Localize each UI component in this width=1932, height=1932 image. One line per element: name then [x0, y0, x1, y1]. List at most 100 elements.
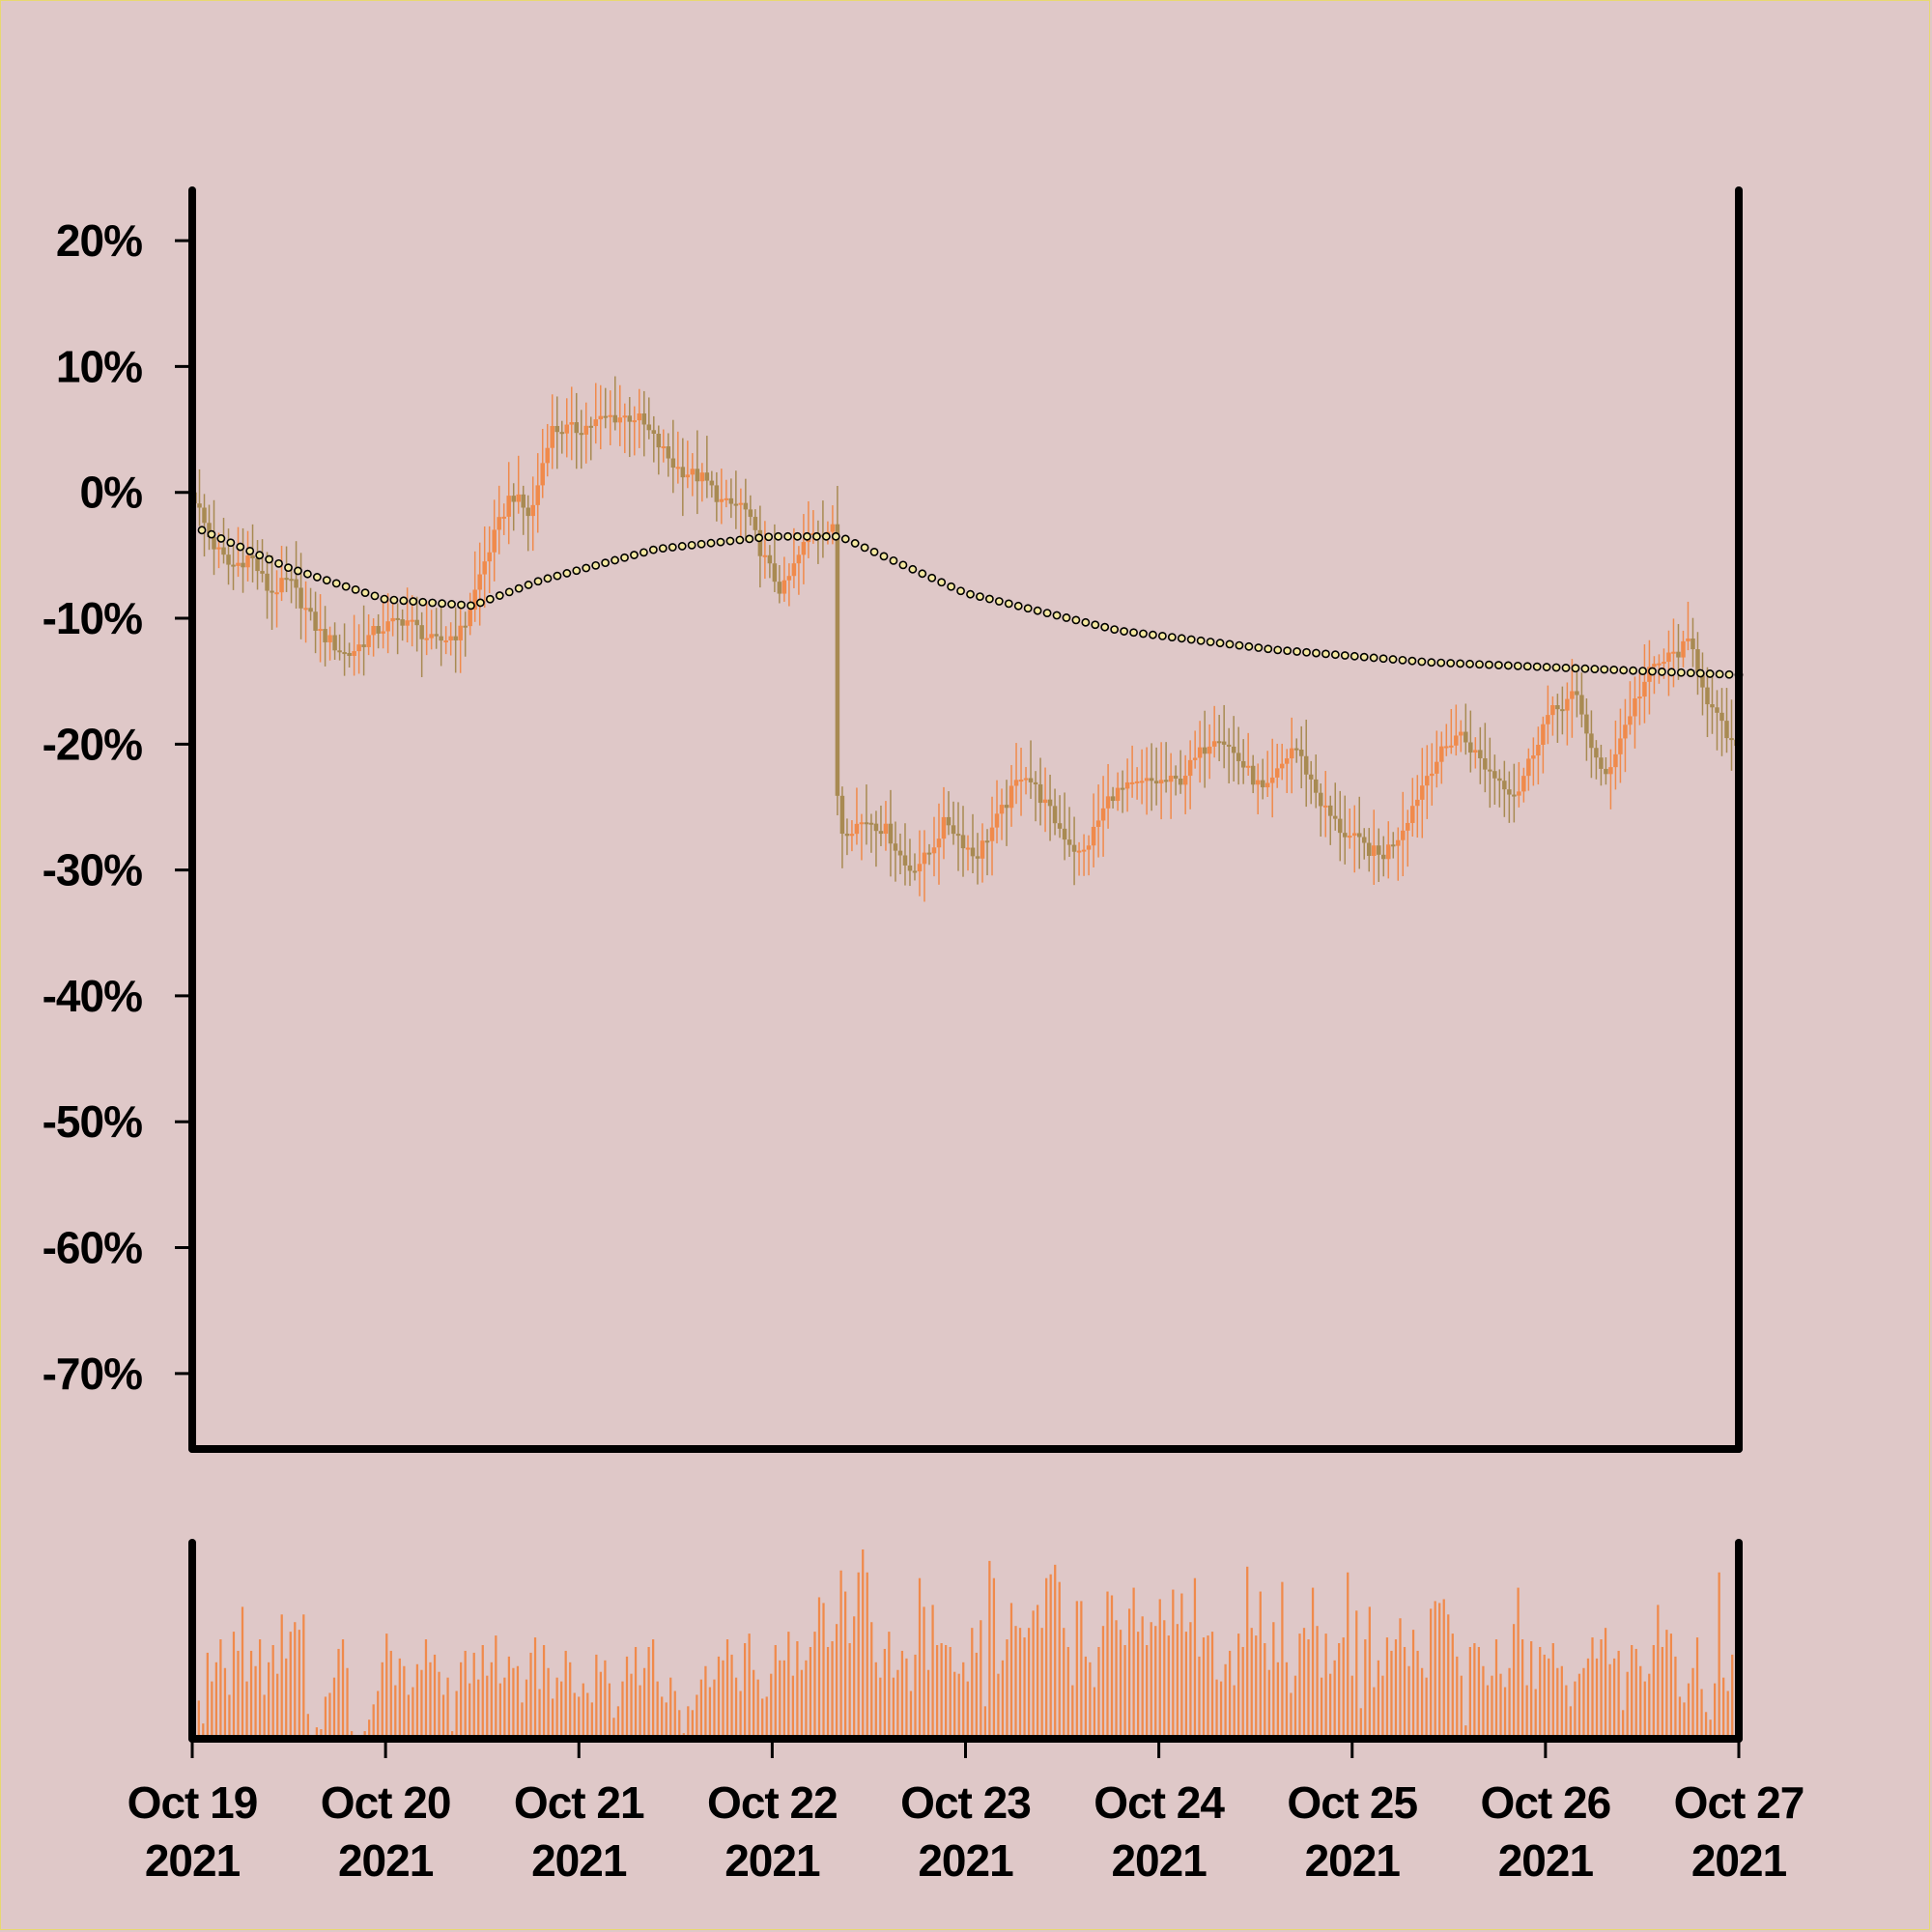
y-tick-label: 10% [56, 341, 142, 391]
candle-body [844, 834, 850, 837]
volume-bar [424, 1639, 428, 1739]
candle-body [506, 496, 511, 517]
volume-bar [743, 1643, 747, 1739]
moving-average-point [745, 534, 754, 544]
volume-bar [1176, 1624, 1179, 1739]
volume-bar [1600, 1639, 1603, 1739]
volume-bar [756, 1679, 759, 1739]
volume-bar [945, 1644, 948, 1739]
candle-body [1589, 733, 1594, 749]
volume-bar [1582, 1667, 1585, 1739]
volume-bar [1569, 1706, 1573, 1739]
volume-bar [1521, 1639, 1524, 1739]
volume-bar [1198, 1656, 1201, 1739]
moving-average-point [1225, 639, 1235, 649]
candle-body [337, 650, 342, 653]
volume-bar [1634, 1648, 1637, 1739]
volume-bar [441, 1694, 445, 1739]
volume-bar [1342, 1637, 1345, 1739]
volume-bar [1687, 1683, 1690, 1739]
volume-bar [1045, 1577, 1048, 1739]
volume-bar [1359, 1708, 1362, 1739]
volume-bar [385, 1634, 388, 1739]
moving-average-point [1283, 646, 1293, 656]
candle-body [1004, 805, 1009, 809]
candle-body [1377, 845, 1381, 855]
moving-average-point [1532, 662, 1542, 671]
volume-bar [1612, 1658, 1616, 1739]
candle-body [550, 425, 554, 448]
candle-body [893, 843, 898, 851]
volume-bar [403, 1665, 406, 1739]
volume-bar [962, 1662, 965, 1739]
candle-body [1633, 697, 1637, 717]
volume-bar [460, 1662, 463, 1739]
candle-body [1255, 780, 1261, 785]
candle-body [352, 651, 356, 657]
volume-bar [634, 1646, 638, 1739]
candle-body [753, 517, 758, 530]
candle-body [849, 834, 855, 837]
volume-bar [1027, 1628, 1031, 1739]
candle-body [1086, 845, 1092, 850]
moving-average-point [994, 597, 1004, 606]
moving-average-point [1330, 650, 1340, 660]
volume-bar [975, 1652, 978, 1739]
x-tick-label-year: 2021 [145, 1835, 241, 1886]
volume-bar [1141, 1616, 1144, 1739]
candle-body [767, 554, 773, 564]
candle-body [1463, 731, 1468, 743]
candle-body [830, 524, 836, 532]
candle-body [965, 847, 971, 850]
volume-bar [486, 1675, 489, 1739]
volume-bar [935, 1644, 939, 1739]
candle-body [1550, 705, 1555, 716]
candle-body [1575, 691, 1579, 696]
candle-body [1613, 753, 1618, 768]
moving-average-point [812, 531, 821, 541]
volume-bar [1237, 1634, 1240, 1739]
volume-bar [1425, 1677, 1428, 1739]
x-tick-label-year: 2021 [338, 1835, 434, 1886]
candle-body [1642, 681, 1647, 697]
candle-body [796, 554, 802, 564]
candle-body [627, 415, 633, 422]
candle-body [1710, 704, 1715, 708]
candle-body [1240, 760, 1246, 768]
volume-bar [1324, 1634, 1327, 1739]
volume-bar [1311, 1587, 1315, 1739]
volume-bar [621, 1681, 624, 1739]
volume-bar [647, 1646, 650, 1739]
volume-bar [1451, 1634, 1454, 1739]
candle-body [757, 529, 763, 556]
volume-bar [1329, 1673, 1332, 1739]
moving-average-point [524, 581, 533, 589]
candle-body [1560, 709, 1565, 712]
moving-average-point [1513, 661, 1522, 670]
volume-bar [1036, 1605, 1039, 1739]
volume-bar [652, 1639, 655, 1739]
volume-bar [1577, 1673, 1581, 1739]
candle-body [1187, 759, 1193, 777]
candle-body [1264, 782, 1270, 788]
candle-body [1115, 787, 1121, 802]
moving-average-point [399, 596, 409, 606]
volume-bar [1364, 1639, 1367, 1739]
volume-bar [276, 1673, 279, 1739]
moving-average-point [1013, 601, 1023, 611]
moving-average-point [1062, 613, 1071, 622]
volume-bar [691, 1710, 694, 1739]
candle-body [994, 813, 1000, 828]
volume-bar [1320, 1677, 1323, 1739]
moving-average-point [302, 569, 312, 579]
moving-average-point [360, 588, 370, 598]
candle-body [1425, 776, 1430, 786]
volume-bar [625, 1656, 629, 1739]
candle-body [1057, 823, 1063, 829]
volume-bar [1586, 1658, 1590, 1739]
volume-bar [464, 1650, 467, 1739]
candle-body [661, 446, 667, 449]
volume-bar [1525, 1685, 1528, 1739]
moving-average-point [1004, 599, 1013, 609]
volume-bar [337, 1648, 340, 1739]
